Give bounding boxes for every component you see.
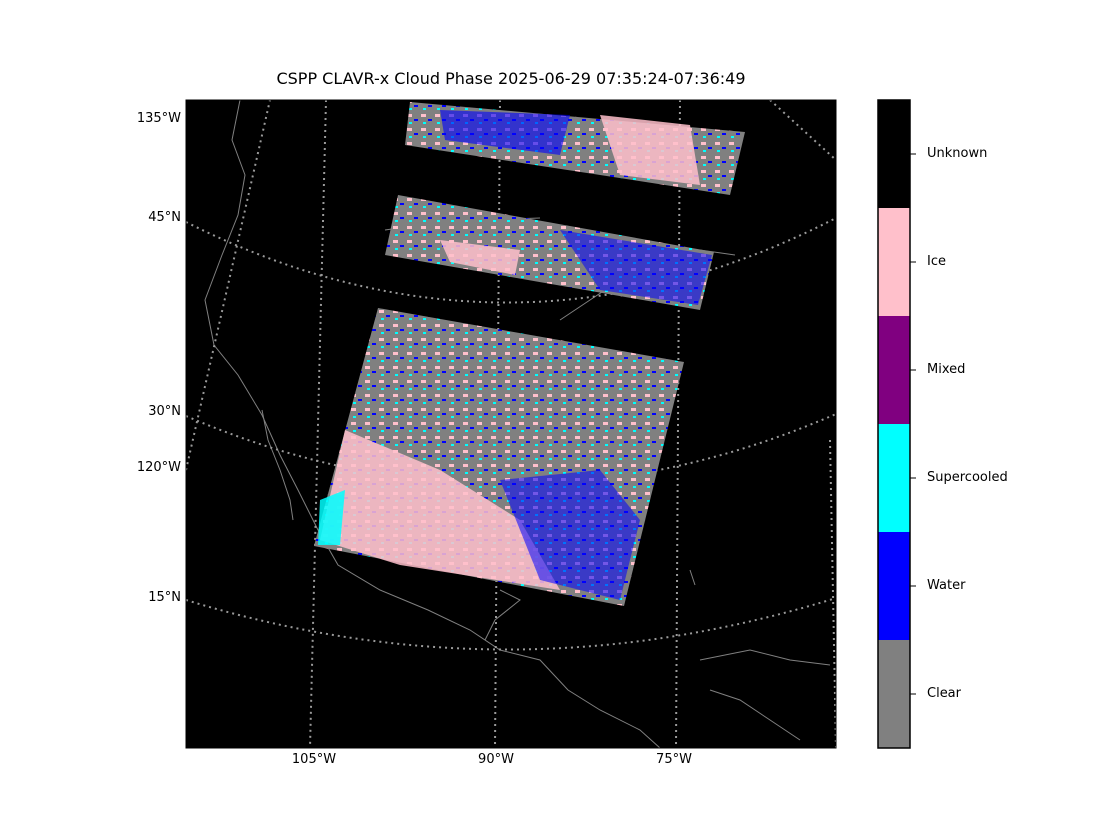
- lat-label-30n: 30°N: [148, 404, 181, 419]
- colorbar-label-supercooled: Supercooled: [927, 470, 1008, 485]
- lon-label-135w: 135°W: [136, 111, 181, 126]
- swath-north-ice-region: [600, 115, 700, 185]
- swath-south-water-region: [500, 470, 640, 600]
- colorbar-label-clear: Clear: [927, 686, 961, 701]
- colorbar-label-mixed: Mixed: [927, 362, 966, 377]
- swath-south-supercooled-region: [318, 490, 345, 545]
- colorbar-label-water: Water: [927, 578, 966, 593]
- lat-label-45n: 45°N: [148, 210, 181, 225]
- colorbar-segment-clear: [878, 640, 910, 748]
- lon-label-105w: 105°W: [291, 752, 337, 767]
- cloud-phase-swaths: [314, 102, 745, 606]
- swath-middle-ice-region: [440, 240, 520, 275]
- colorbar-segment-ice: [878, 208, 910, 316]
- colorbar-frame: [877, 99, 911, 749]
- lon-label-90w: 90°W: [478, 752, 514, 767]
- map-frame: [185, 99, 837, 749]
- colorbar-label-ice: Ice: [927, 254, 946, 269]
- map-title: CSPP CLAVR-x Cloud Phase 2025-06-29 07:3…: [276, 69, 746, 88]
- swath-middle-water-region: [560, 230, 712, 305]
- colorbar-label-unknown: Unknown: [927, 146, 988, 161]
- colorbar-segment-supercooled: [878, 424, 910, 532]
- swath-south-ice-region: [320, 430, 560, 590]
- colorbar-segment-water: [878, 532, 910, 640]
- colorbar-segment-unknown: [878, 100, 910, 208]
- lon-label-75w: 75°W: [656, 752, 692, 767]
- swath-north-water-region: [440, 110, 570, 155]
- lon-label-120w: 120°W: [136, 460, 181, 475]
- graticule: [186, 100, 836, 748]
- lat-label-15n: 15°N: [148, 590, 181, 605]
- colorbar: [877, 99, 916, 749]
- colorbar-segment-mixed: [878, 316, 910, 424]
